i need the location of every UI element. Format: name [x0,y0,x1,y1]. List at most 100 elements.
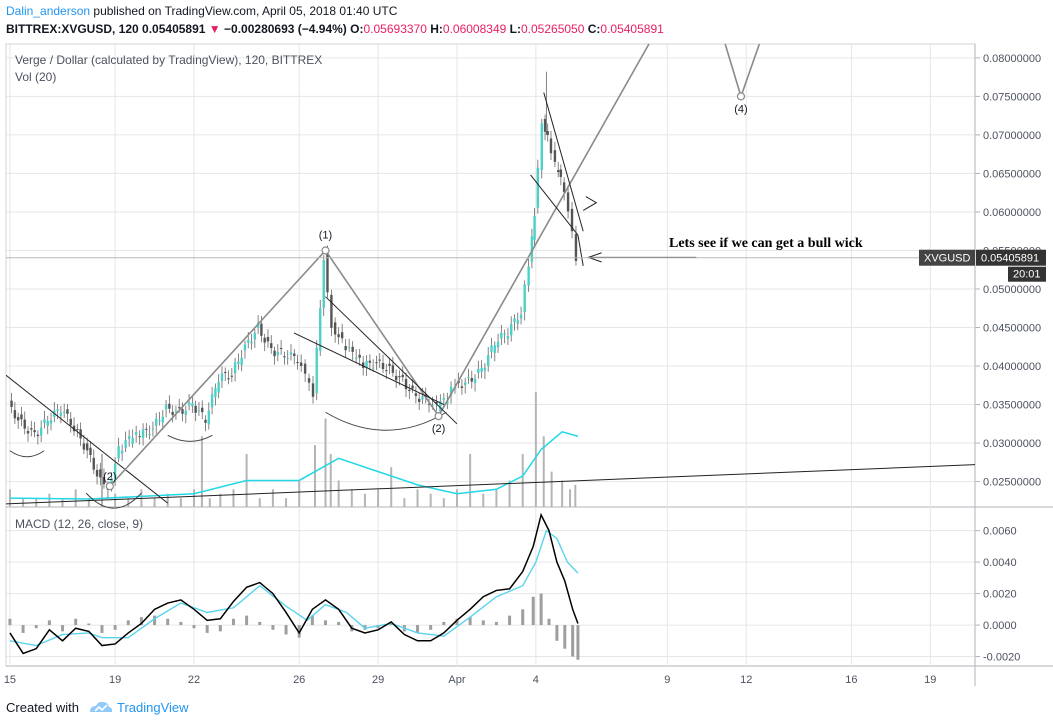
candle-body [549,138,553,154]
candle-body [138,436,141,438]
price-tick-label: 0.03000000 [983,438,1041,450]
volume-bar [429,493,432,507]
candle-body [145,428,148,430]
candle-body [307,378,311,383]
macd-histogram-bar [297,625,301,638]
candle-body [330,294,333,328]
candle-body [184,410,187,415]
price-tick-label: 0.07000000 [983,130,1041,142]
chart-frame [5,43,976,667]
candle-body [20,414,23,420]
macd-histogram-bar [563,625,567,649]
trend-line [325,296,458,425]
macd-histogram-bar [231,618,235,626]
tradingview-link[interactable]: TradingView [117,700,189,715]
macd-histogram-bar [284,625,288,635]
price-tick-label: 0.06500000 [983,168,1041,180]
macd-histogram-bar [376,625,380,629]
volume-bar [114,493,117,507]
volume-bar [390,467,393,507]
candle-body [76,428,79,430]
trend-line [5,464,976,505]
candle-body [148,433,151,436]
candle-body [134,432,138,435]
macd-histogram-bar [481,620,485,626]
macd-histogram-bar [205,625,209,633]
volume-bar [153,498,156,507]
macd-histogram-bar [179,621,183,626]
candle-body [253,333,257,340]
candle-body [365,360,368,368]
macd-histogram-bar [547,618,551,626]
high-value: 0.06008349 [442,22,507,36]
candle-body [493,345,496,353]
price-tick-label: 0.04000000 [983,361,1041,373]
macd-histogram-bar [576,625,580,660]
symbol-tag: XVGUSD [924,253,971,265]
trend-line [5,374,169,504]
candle-body [141,429,145,438]
trend-line [577,234,584,266]
chart-canvas[interactable]: 0.08000000 0.07500000 0.07000000 0.06500000… [0,0,1053,694]
candle-body [303,363,307,374]
candle-body [408,389,411,392]
macd-histogram-bar [153,615,157,626]
price-tag: 0.05405891 [981,253,1039,265]
chart-title: Verge / Dollar (calculated by TradingVie… [15,53,322,67]
candle-body [220,373,224,382]
time-tick-label: 4 [533,674,539,686]
candle-body [503,333,506,335]
candle-body [276,351,280,355]
volume-bar [258,498,261,507]
volume-bar [166,493,169,507]
time-tick-label: 26 [293,674,305,686]
candle-body [181,409,184,414]
volume-bar [313,445,316,507]
volume-bar [561,480,564,507]
candle-body [516,320,519,324]
candle-body [431,405,434,407]
arc-bottom [325,411,447,431]
candle-body [510,323,513,336]
candle-body [279,347,283,350]
macd-histogram-bar [416,625,420,633]
macd-histogram-bar [126,620,130,626]
candle-body [256,322,260,328]
macd-histogram-bar [21,625,25,633]
pattern-point-marker [321,246,330,255]
candle-body [187,402,191,406]
candle-body [540,123,543,170]
candle-body [480,367,483,372]
macd-histogram-bar [139,617,143,626]
candle-body [530,236,534,262]
candle-body [361,362,365,368]
candle-body [217,382,220,393]
macd-histogram-bar [113,625,117,630]
arc-bottom [9,450,45,458]
low-value: 0.05265050 [520,22,585,36]
macd-histogram-bar [310,615,314,626]
candle-body [449,386,453,396]
candle-body [322,260,325,308]
candle-body [227,378,230,380]
volume-bar [48,493,51,507]
price-change: −0.00280693 (−4.94%) [224,22,347,36]
time-tick-label: 29 [372,674,384,686]
author-link[interactable]: Dalin_anderson [6,4,91,18]
candle-body [546,131,549,135]
candle-body [543,118,547,132]
candle-body [557,170,560,173]
volume-bar [329,453,332,507]
volume-bar [469,453,472,507]
candle-body [243,344,247,351]
volume-bar [285,498,288,507]
candle-body [404,378,408,390]
volume-bar [200,436,203,507]
candle-body [574,234,578,261]
candle-body [311,383,315,397]
macd-histogram-bar [258,621,262,626]
candle-body [113,463,117,479]
price-tick-label: 0.04500000 [983,323,1041,335]
candle-body [247,340,250,343]
candle-body [506,335,510,339]
